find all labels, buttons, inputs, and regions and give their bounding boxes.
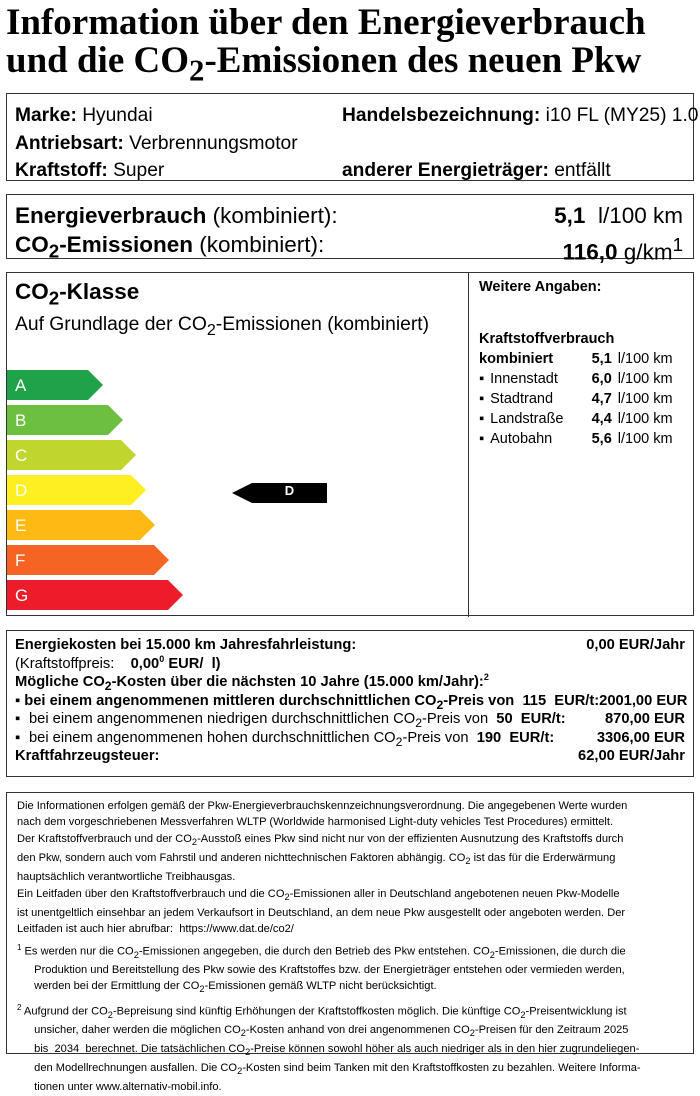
svg-text:B: B xyxy=(15,411,26,430)
svg-text:A: A xyxy=(15,376,27,395)
svg-text:E: E xyxy=(15,516,26,535)
svg-text:F: F xyxy=(15,551,25,570)
svg-text:C: C xyxy=(15,446,27,465)
svg-text:D: D xyxy=(15,481,27,500)
svg-text:G: G xyxy=(15,586,28,605)
